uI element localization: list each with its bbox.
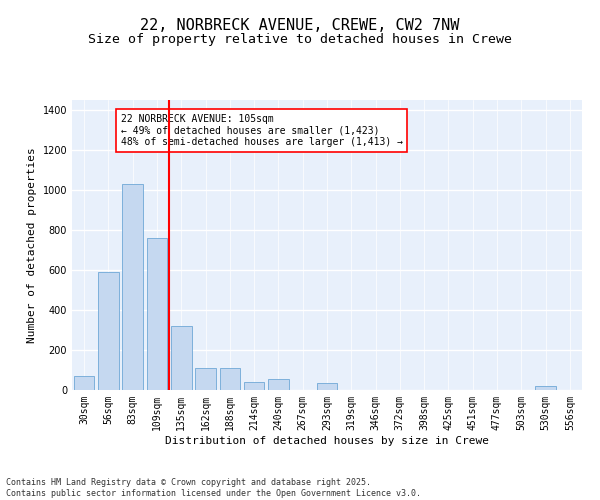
Bar — [195, 368, 216, 390]
Bar — [535, 386, 556, 390]
Y-axis label: Number of detached properties: Number of detached properties — [27, 147, 37, 343]
Text: 22, NORBRECK AVENUE, CREWE, CW2 7NW: 22, NORBRECK AVENUE, CREWE, CW2 7NW — [140, 18, 460, 32]
X-axis label: Distribution of detached houses by size in Crewe: Distribution of detached houses by size … — [165, 436, 489, 446]
Bar — [244, 382, 265, 390]
Text: Contains HM Land Registry data © Crown copyright and database right 2025.
Contai: Contains HM Land Registry data © Crown c… — [6, 478, 421, 498]
Bar — [220, 368, 240, 390]
Bar — [317, 383, 337, 390]
Text: Size of property relative to detached houses in Crewe: Size of property relative to detached ho… — [88, 32, 512, 46]
Bar — [171, 326, 191, 390]
Bar — [98, 272, 119, 390]
Bar — [74, 376, 94, 390]
Bar — [146, 238, 167, 390]
Bar — [268, 379, 289, 390]
Text: 22 NORBRECK AVENUE: 105sqm
← 49% of detached houses are smaller (1,423)
48% of s: 22 NORBRECK AVENUE: 105sqm ← 49% of deta… — [121, 114, 403, 147]
Bar — [122, 184, 143, 390]
